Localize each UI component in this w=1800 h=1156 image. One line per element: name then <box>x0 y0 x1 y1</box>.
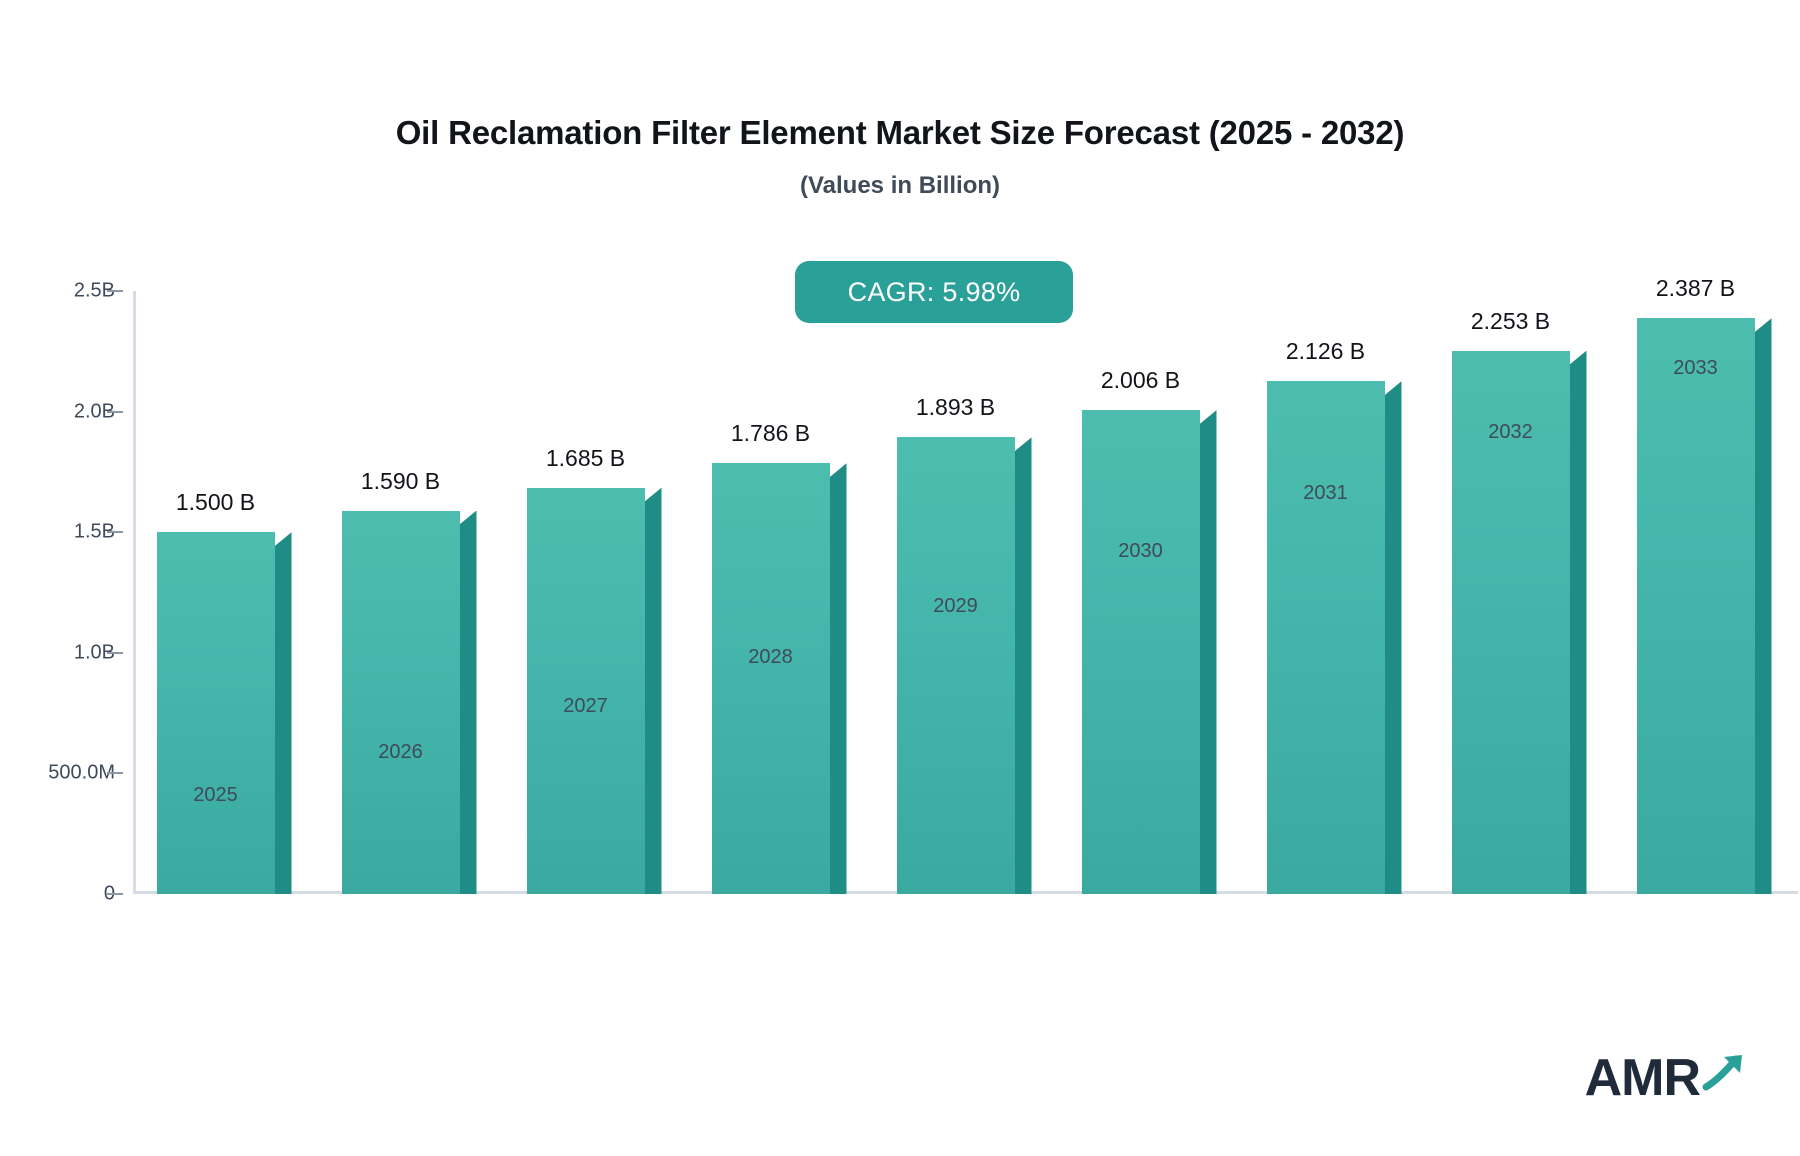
y-axis-tick-mark <box>107 290 123 292</box>
y-axis-tick-mark <box>107 531 123 534</box>
bar-side-face <box>1569 350 1587 894</box>
bar-front-face <box>1451 350 1570 894</box>
bar[interactable]: 1.685 B 2027 <box>526 445 662 894</box>
bar-side-face <box>644 487 662 894</box>
y-axis-tick-mark <box>107 410 123 413</box>
bar[interactable]: 2.253 B 2032 <box>1451 308 1587 894</box>
x-axis-tick-label: 2029 <box>933 594 978 617</box>
x-axis-tick-label: 2032 <box>1488 421 1533 444</box>
y-axis-tick-label: 500.0M <box>48 761 115 784</box>
bar-value-label: 2.126 B <box>1285 338 1366 365</box>
x-axis-tick-label: 2028 <box>748 646 793 669</box>
y-axis-tick-label: 2.0B <box>73 400 115 423</box>
bar-side-face <box>1014 437 1032 894</box>
bar[interactable]: 2.387 B 2033 <box>1636 275 1772 894</box>
bar-front-face <box>1266 381 1385 894</box>
bar-side-face <box>1384 381 1402 894</box>
bar[interactable]: 2.126 B 2031 <box>1266 338 1402 894</box>
y-axis-line <box>133 291 136 894</box>
bar-front-face <box>341 510 460 894</box>
bar-value-label: 1.685 B <box>545 444 626 471</box>
y-axis-tick-label: 1.5B <box>73 520 115 543</box>
bar-side-face <box>829 463 847 894</box>
bar-side-face <box>274 532 292 894</box>
bar-front-face <box>156 532 275 894</box>
bar[interactable]: 1.893 B 2029 <box>896 394 1032 894</box>
bar-value-label: 1.786 B <box>730 420 811 447</box>
plot-area: 0500.0M1.0B1.5B2.0B2.5B 1.500 B20251.590… <box>48 275 1798 905</box>
bar-front-face <box>896 437 1015 894</box>
y-axis-tick-mark <box>107 893 123 895</box>
bar[interactable]: 1.500 B 2025 <box>156 489 292 894</box>
amr-logo: AMR <box>1585 1051 1746 1104</box>
amr-wordmark: AMR <box>1584 1049 1701 1107</box>
page-title: Oil Reclamation Filter Element Market Si… <box>395 114 1405 151</box>
y-axis-tick-label: 2.5B <box>73 279 115 302</box>
x-axis-tick-label: 2031 <box>1303 482 1348 505</box>
bar[interactable]: 1.786 B 2028 <box>711 420 847 894</box>
bar-front-face <box>711 463 830 894</box>
bar-side-face <box>1199 410 1217 894</box>
bar[interactable]: 2.006 B 2030 <box>1081 367 1217 894</box>
bar-value-label: 2.006 B <box>1100 367 1181 394</box>
x-axis-tick-label: 2030 <box>1118 540 1163 563</box>
bar-side-face <box>1754 318 1772 894</box>
bar-front-face <box>1636 318 1755 894</box>
chart-subtitle: (Values in Billion) <box>799 172 1001 199</box>
bar-value-label: 1.893 B <box>915 394 996 421</box>
bar-value-label: 1.500 B <box>175 489 256 516</box>
bar-value-label: 2.253 B <box>1470 307 1551 334</box>
y-axis-tick-mark <box>107 651 123 654</box>
bar-front-face <box>1081 410 1200 894</box>
cagr-badge-label: CAGR: 5.98% <box>847 276 1021 307</box>
bar[interactable]: 1.590 B 2026 <box>341 468 477 894</box>
bar-side-face <box>459 510 477 894</box>
bar-front-face <box>526 487 645 894</box>
x-axis-tick-label: 2025 <box>193 784 238 807</box>
y-axis-tick-label: 1.0B <box>73 641 115 664</box>
arrow-up-right-icon <box>1702 1051 1746 1098</box>
x-axis-tick-label: 2027 <box>563 695 608 718</box>
y-axis-tick-mark <box>107 772 123 775</box>
bar-value-label: 2.387 B <box>1655 275 1736 302</box>
cagr-badge: CAGR: 5.98% <box>795 261 1073 323</box>
x-axis-tick-label: 2026 <box>378 740 423 763</box>
x-axis-tick-label: 2033 <box>1673 356 1718 379</box>
bar-value-label: 1.590 B <box>360 467 441 494</box>
